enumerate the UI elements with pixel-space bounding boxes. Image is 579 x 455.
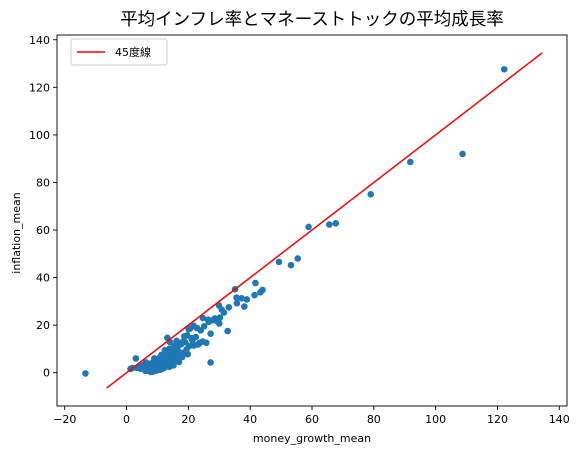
scatter-point — [367, 191, 375, 198]
x-tick-label: 140 — [549, 413, 570, 426]
y-tick-label: 40 — [36, 272, 50, 285]
x-tick-label: −20 — [53, 413, 76, 426]
scatter-point — [294, 255, 302, 262]
scatter-point — [178, 353, 186, 361]
y-tick-label: 20 — [36, 319, 50, 332]
scatter-point — [185, 325, 192, 333]
y-tick-label: 140 — [29, 34, 50, 47]
scatter-point — [241, 303, 248, 310]
scatter-point — [305, 223, 312, 231]
scatter-point — [184, 350, 192, 358]
x-tick-label: 0 — [123, 413, 130, 426]
y-axis-label: inflation_mean — [10, 192, 23, 273]
scatter-point — [326, 221, 333, 228]
scatter-point — [459, 150, 466, 158]
x-tick-label: 20 — [181, 413, 195, 426]
chart-title: 平均インフレ率とマネーストトックの平均成長率 — [120, 10, 504, 30]
line-45-degree — [105, 52, 543, 389]
scatter-point — [188, 334, 195, 342]
scatter-point — [233, 294, 240, 301]
scatter-point — [238, 294, 245, 302]
legend-label: 45度線 — [115, 45, 151, 59]
y-tick-label: 60 — [36, 224, 50, 237]
legend: 45度線 — [70, 38, 168, 66]
scatter-point — [243, 296, 251, 303]
scatter-point — [199, 314, 207, 322]
scatter-point — [257, 289, 264, 296]
scatter-point — [500, 65, 508, 73]
scatter-point — [332, 220, 340, 227]
scatter-point — [199, 338, 206, 345]
plot-area — [82, 52, 543, 389]
scatter-point — [161, 347, 169, 354]
x-tick-label: 40 — [243, 413, 257, 426]
scatter-point — [251, 291, 258, 299]
scatter-point — [204, 316, 212, 323]
scatter-point — [207, 359, 214, 366]
scatter-point — [233, 299, 241, 307]
y-tick-label: 120 — [29, 81, 50, 94]
scatter-point — [287, 261, 295, 269]
scatter-point — [142, 367, 149, 375]
scatter-point — [181, 333, 188, 340]
x-tick-label: 60 — [305, 413, 319, 426]
scatter-point — [207, 330, 214, 338]
x-tick-label: 100 — [425, 413, 446, 426]
scatter-point — [252, 279, 259, 287]
legend-frame — [70, 38, 168, 66]
y-tick-label: 100 — [29, 129, 50, 142]
axes: −20 0 20 40 60 80 100 120 140 0 20 40 60 80 100 120 140 — [29, 34, 570, 426]
x-tick-label: 120 — [487, 413, 508, 426]
x-axis-label: money_growth_mean — [253, 432, 371, 445]
scatter-point — [82, 370, 89, 377]
scatter-point — [193, 324, 201, 332]
scatter-point — [225, 304, 233, 311]
scatter-point — [406, 158, 414, 166]
scatter-point — [275, 258, 283, 266]
y-tick-label: 0 — [43, 367, 50, 380]
scatter-point — [181, 338, 189, 346]
scatter-point — [149, 364, 156, 372]
y-tick-label: 80 — [36, 176, 50, 189]
scatter-point — [173, 337, 180, 345]
x-tick-label: 80 — [367, 413, 381, 426]
scatter-point — [224, 327, 231, 335]
scatter-point — [132, 355, 140, 362]
